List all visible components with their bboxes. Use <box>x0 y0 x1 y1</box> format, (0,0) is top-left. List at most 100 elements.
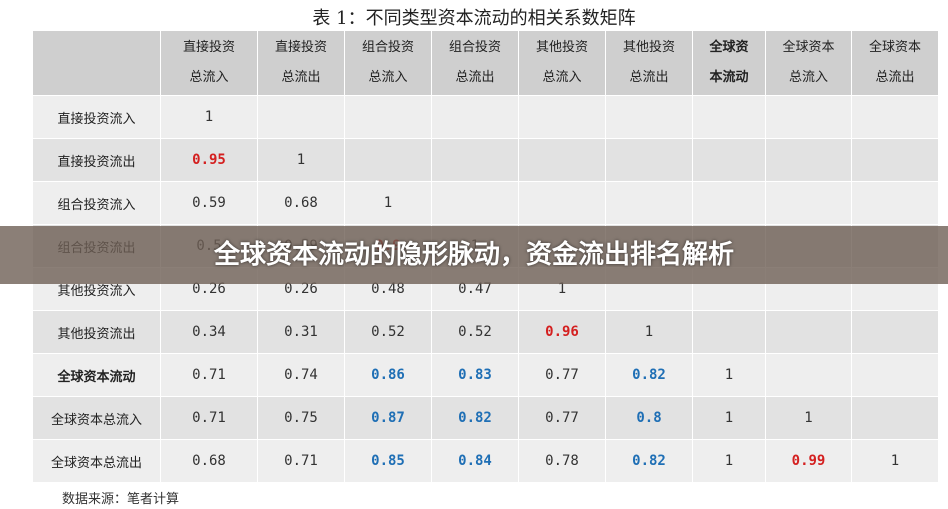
table-row: 全球资本流动 0.71 0.74 0.86 0.83 0.77 0.82 1 <box>32 353 939 397</box>
table-cell: 0.99 <box>765 439 852 483</box>
column-header-line1: 组合投资 <box>448 40 501 55</box>
table-cell: 0.75 <box>257 396 345 440</box>
row-header: 直接投资流出 <box>32 138 161 182</box>
table-cell: 0.95 <box>160 138 258 182</box>
column-header: 其他投资 总流出 <box>605 30 693 96</box>
table-cell: 1 <box>692 353 766 397</box>
corner-cell <box>32 30 161 96</box>
table-cell <box>692 138 766 182</box>
column-header-line1: 全球资 <box>709 40 749 55</box>
table-cell <box>765 95 852 139</box>
table-cell: 0.82 <box>431 396 519 440</box>
table-cell <box>692 95 766 139</box>
table-cell: 0.96 <box>518 310 606 354</box>
column-header-line2: 本流动 <box>709 70 749 85</box>
column-header-line1: 直接投资 <box>182 40 235 55</box>
row-header: 其他投资流出 <box>32 310 161 354</box>
table-cell <box>765 138 852 182</box>
table-cell: 0.31 <box>257 310 345 354</box>
table-cell <box>344 95 432 139</box>
table-cell: 0.68 <box>257 181 345 225</box>
table-cell: 0.52 <box>431 310 519 354</box>
table-cell <box>605 95 693 139</box>
table-cell: 0.77 <box>518 396 606 440</box>
table-cell: 1 <box>160 95 258 139</box>
column-header: 全球资本 总流入 <box>765 30 852 96</box>
table-cell: 1 <box>605 310 693 354</box>
row-header: 组合投资流入 <box>32 181 161 225</box>
table-cell <box>257 95 345 139</box>
table-cell <box>344 138 432 182</box>
table-cell <box>851 353 939 397</box>
table-cell: 0.8 <box>605 396 693 440</box>
table-cell <box>692 310 766 354</box>
column-header-line2: 总流入 <box>788 70 828 85</box>
table-body: 直接投资流入1直接投资流出0.951组合投资流入0.590.681组合投资流出0… <box>32 95 939 483</box>
table-cell <box>851 396 939 440</box>
table-cell: 0.78 <box>518 439 606 483</box>
table-row: 直接投资流出 0.95 1 <box>32 138 939 182</box>
column-header-line2: 总流入 <box>368 70 408 85</box>
table-cell: 0.84 <box>431 439 519 483</box>
table-row: 其他投资流出 0.34 0.31 0.52 0.52 0.96 1 <box>32 310 939 354</box>
table-cell <box>765 181 852 225</box>
table-row: 全球资本总流出 0.68 0.71 0.85 0.84 0.78 0.82 1 0.99 1 <box>32 439 939 483</box>
table-cell <box>851 95 939 139</box>
table-cell: 0.82 <box>605 353 693 397</box>
column-header: 直接投资 总流出 <box>257 30 345 96</box>
table-cell: 0.34 <box>160 310 258 354</box>
column-header: 全球资本 总流出 <box>851 30 939 96</box>
column-header-line1: 组合投资 <box>361 40 414 55</box>
table-row: 全球资本总流入 0.71 0.75 0.87 0.82 0.77 0.8 1 1 <box>32 396 939 440</box>
header-row: 直接投资 总流入 直接投资 总流出 组合投资 总流入 组合投资 总流出 其他投资 总流入 其他投资总… <box>32 30 939 96</box>
table-cell: 1 <box>257 138 345 182</box>
table-cell: 0.77 <box>518 353 606 397</box>
column-header-line1: 全球资本 <box>782 40 835 55</box>
table-cell: 1 <box>765 396 852 440</box>
table-cell <box>692 181 766 225</box>
table-cell: 1 <box>344 181 432 225</box>
table-title: 表 1：不同类型资本流动的相关系数矩阵 <box>312 8 636 29</box>
column-header-line2: 总流出 <box>629 70 669 85</box>
column-header-line1: 其他投资 <box>622 40 675 55</box>
column-header-line1: 全球资本 <box>868 40 921 55</box>
table-cell: 1 <box>851 439 939 483</box>
column-header-line2: 总流出 <box>281 70 321 85</box>
table-cell: 0.59 <box>160 181 258 225</box>
column-header-line2: 总流出 <box>455 70 495 85</box>
table-cell <box>518 138 606 182</box>
table-cell <box>851 310 939 354</box>
table-cell <box>605 138 693 182</box>
column-header-line1: 其他投资 <box>535 40 588 55</box>
column-header: 直接投资 总流入 <box>160 30 258 96</box>
table-cell: 0.68 <box>160 439 258 483</box>
banner-headline: 全球资本流动的隐形脉动，资金流出排名解析 <box>213 240 734 270</box>
column-header: 全球资 本流动 <box>692 30 766 96</box>
table-cell: 0.71 <box>160 353 258 397</box>
row-header: 全球资本流动 <box>32 353 161 397</box>
table-cell <box>605 181 693 225</box>
column-header: 其他投资 总流入 <box>518 30 606 96</box>
table-cell: 0.52 <box>344 310 432 354</box>
table-cell <box>765 353 852 397</box>
table-row: 组合投资流入 0.59 0.68 1 <box>32 181 939 225</box>
column-header-line2: 总流入 <box>189 70 229 85</box>
row-header: 全球资本总流出 <box>32 439 161 483</box>
table-cell <box>518 181 606 225</box>
column-header: 组合投资 总流入 <box>344 30 432 96</box>
row-header: 全球资本总流入 <box>32 396 161 440</box>
table-cell <box>431 181 519 225</box>
table-cell <box>765 310 852 354</box>
table-cell: 0.71 <box>257 439 345 483</box>
table-cell: 0.85 <box>344 439 432 483</box>
table-cell <box>431 95 519 139</box>
table-cell: 0.83 <box>431 353 519 397</box>
table-cell <box>518 95 606 139</box>
column-header: 组合投资 总流出 <box>431 30 519 96</box>
table-cell: 0.87 <box>344 396 432 440</box>
table-cell: 0.74 <box>257 353 345 397</box>
banner-overlay <box>0 226 948 284</box>
table-cell <box>851 138 939 182</box>
table-cell: 1 <box>692 439 766 483</box>
table-cell: 0.86 <box>344 353 432 397</box>
